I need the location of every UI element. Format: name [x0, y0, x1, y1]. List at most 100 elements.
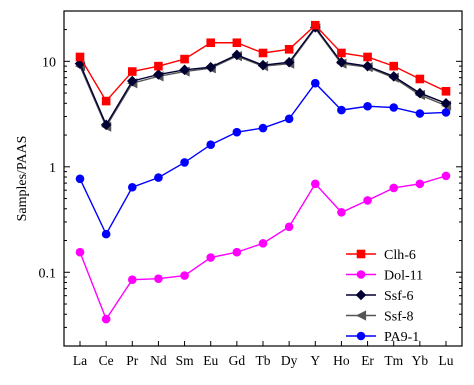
data-point-PA9-1-Sm	[180, 158, 189, 167]
data-point-Clh-6-La	[75, 52, 85, 62]
x-tick-label-Yb: Yb	[412, 353, 429, 368]
x-tick-label-Tm: Tm	[384, 353, 403, 368]
legend-label: PA9-1	[384, 330, 419, 345]
data-point-Clh-6-Tm	[389, 61, 399, 71]
data-point-Ssf-6-Gd	[231, 49, 243, 61]
legend-marker	[355, 310, 367, 321]
x-tick-label-Ho: Ho	[333, 353, 350, 368]
data-point-Clh-6-Ce	[101, 96, 111, 106]
x-tick-label-Dy: Dy	[281, 353, 298, 368]
data-point-Clh-6-Tb	[258, 48, 268, 58]
data-point-Dol-11-Er	[363, 196, 372, 205]
legend-entry-PA9-1: PA9-1	[346, 330, 419, 345]
data-point-Dol-11-Gd	[232, 247, 242, 257]
x-tick-label-Er: Er	[361, 353, 374, 368]
series-layer	[74, 20, 452, 324]
series-Clh-6	[75, 20, 451, 106]
data-point-Dol-11-Ho	[337, 208, 346, 217]
data-point-PA9-1-Yb	[415, 109, 425, 118]
data-point-PA9-1-Er	[363, 101, 372, 111]
x-tick-label-Tb: Tb	[256, 353, 271, 368]
legend-entry-Dol-11: Dol-11	[346, 269, 423, 284]
data-point-Clh-6-Y	[310, 20, 320, 30]
x-tick-label-Gd: Gd	[229, 353, 246, 368]
legend: Clh-6 Dol-11 Ssf-6 Ssf-8 PA9-1	[346, 248, 423, 345]
data-point-Dol-11-Yb	[415, 179, 425, 189]
data-point-Clh-6-Ho	[337, 48, 346, 58]
legend-entry-Clh-6: Clh-6	[346, 248, 416, 263]
data-point-Dol-11-Tb	[258, 239, 268, 248]
x-tick-label-Eu: Eu	[203, 353, 218, 368]
data-point-Dol-11-Ce	[101, 314, 111, 324]
data-point-Dol-11-Nd	[154, 274, 163, 283]
data-point-Ssf-6-Nd	[153, 69, 164, 80]
legend-label: Clh-6	[384, 248, 416, 263]
data-point-Dol-11-La	[75, 247, 85, 257]
y-tick-label: 1	[49, 161, 56, 176]
data-point-Ssf-6-Ce	[100, 119, 112, 131]
legend-marker	[356, 249, 366, 259]
data-point-Clh-6-Nd	[154, 61, 163, 71]
x-tick-label-Lu: Lu	[439, 353, 454, 368]
data-point-Ssf-6-Eu	[205, 61, 217, 73]
data-point-Ssf-6-Pr	[126, 75, 138, 87]
data-point-Ssf-6-Lu	[440, 97, 452, 109]
data-point-Ssf-6-Sm	[179, 64, 190, 76]
data-point-Dol-11-Dy	[284, 222, 294, 232]
data-point-Ssf-6-Tb	[257, 59, 269, 71]
legend-entry-Ssf-8: Ssf-8	[346, 310, 414, 325]
data-point-Ssf-6-Yb	[414, 87, 426, 99]
data-point-Dol-11-Eu	[206, 253, 216, 262]
x-tick-label-Nd: Nd	[150, 353, 167, 368]
y-axis-label: Samples/PAAS	[15, 136, 30, 222]
data-point-Clh-6-Lu	[441, 86, 451, 96]
data-point-Ssf-6-Tm	[388, 71, 400, 82]
data-point-Dol-11-Sm	[180, 271, 189, 280]
data-point-PA9-1-La	[75, 174, 85, 184]
x-tick-label-Pr: Pr	[126, 353, 139, 368]
data-point-Clh-6-Yb	[415, 74, 425, 84]
y-tick-label: 10	[42, 55, 56, 70]
series-Dol-11	[75, 171, 451, 324]
legend-entry-Ssf-6: Ssf-6	[346, 289, 414, 304]
data-point-PA9-1-Ce	[101, 229, 111, 239]
data-point-Clh-6-Er	[363, 52, 372, 62]
data-point-Dol-11-Y	[310, 179, 320, 189]
data-point-PA9-1-Eu	[206, 140, 216, 150]
legend-label: Dol-11	[384, 269, 423, 284]
data-point-Clh-6-Gd	[232, 38, 242, 48]
data-point-Clh-6-Dy	[284, 45, 294, 54]
data-point-PA9-1-Pr	[127, 182, 137, 192]
series-Ssf-6	[74, 22, 452, 131]
data-point-PA9-1-Tm	[389, 103, 399, 112]
data-point-Ssf-6-Ho	[336, 56, 347, 68]
data-point-Dol-11-Lu	[441, 171, 451, 181]
data-point-Clh-6-Eu	[206, 38, 216, 48]
data-point-Ssf-6-Er	[362, 60, 373, 72]
data-point-Dol-11-Tm	[389, 183, 399, 193]
data-point-PA9-1-Y	[310, 78, 320, 88]
data-point-PA9-1-Tb	[258, 123, 268, 133]
y-tick-label: 0.1	[39, 266, 57, 281]
data-point-PA9-1-Dy	[284, 114, 294, 124]
data-point-PA9-1-Gd	[232, 127, 242, 137]
x-tick-label-Sm: Sm	[176, 353, 195, 368]
legend-label: Ssf-6	[384, 289, 414, 304]
legend-marker	[356, 270, 366, 279]
data-point-PA9-1-Lu	[441, 108, 451, 117]
data-point-PA9-1-Ho	[337, 105, 346, 115]
x-tick-label-Y: Y	[310, 353, 320, 368]
data-point-Ssf-6-Dy	[283, 56, 295, 68]
legend-marker	[355, 289, 367, 301]
axes-layer: 0.1 1 10 Samples/PAAS La Ce Pr Nd Sm Eu Gd Tb Dy Y Ho E…	[15, 10, 463, 368]
data-point-PA9-1-Nd	[154, 173, 163, 182]
data-point-Clh-6-Sm	[180, 54, 189, 64]
x-tick-label-Ce: Ce	[99, 353, 114, 368]
x-tick-label-La: La	[73, 353, 87, 368]
legend-label: Ssf-8	[384, 310, 414, 325]
series-PA9-1	[75, 78, 451, 239]
data-point-Clh-6-Pr	[127, 67, 137, 76]
legend-marker	[356, 331, 366, 341]
